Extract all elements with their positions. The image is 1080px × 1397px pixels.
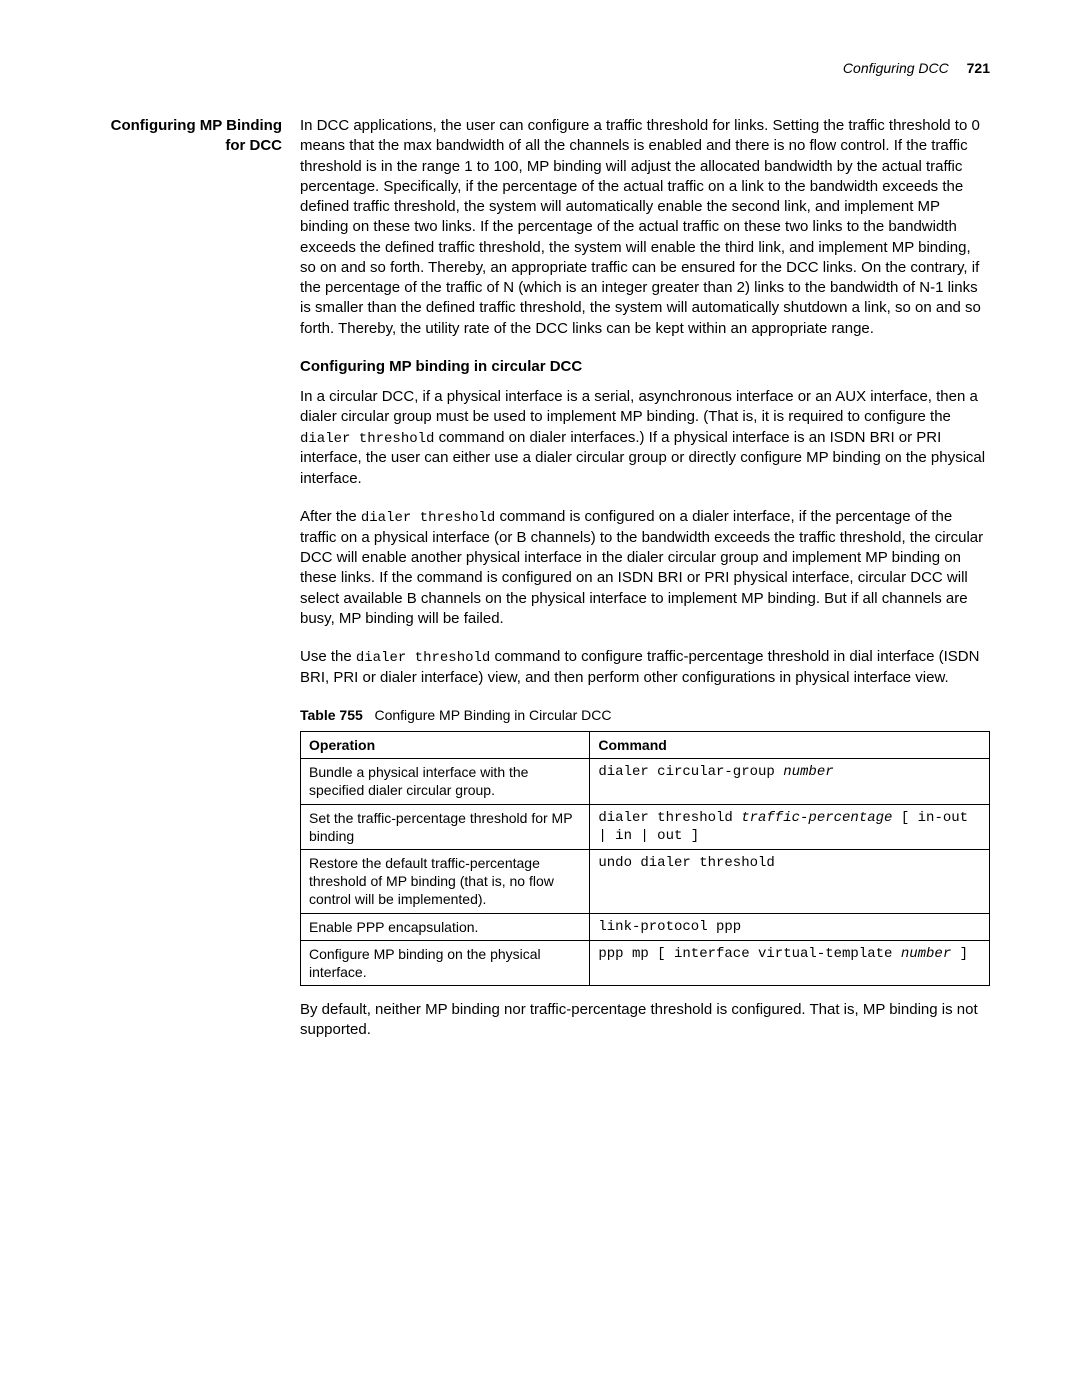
page: Configuring DCC 721 Configuring MP Bindi… [0,0,1080,1397]
th-operation: Operation [301,732,590,759]
cmd-plain: undo dialer threshold [598,855,774,871]
p4-text-a: Use the [300,648,356,665]
header-page-number: 721 [967,60,990,76]
td-command: undo dialer threshold [590,850,990,914]
table-row: Set the traffic-percentage threshold for… [301,804,990,849]
side-heading: Configuring MP Binding for DCC [90,116,300,157]
table-label: Table 755 [300,707,363,723]
body-column: In DCC applications, the user can config… [300,116,990,1059]
table-caption-text: Configure MP Binding in Circular DCC [374,707,611,723]
cmd-tail: ] [951,946,968,962]
header-section: Configuring DCC [843,60,949,76]
paragraph-default: By default, neither MP binding nor traff… [300,1000,990,1041]
subheading-circular: Configuring MP binding in circular DCC [300,357,990,377]
p2-code: dialer threshold [300,431,434,447]
table-row: Enable PPP encapsulation. link-protocol … [301,913,990,940]
td-operation: Restore the default traffic-percentage t… [301,850,590,914]
p2-text-a: In a circular DCC, if a physical interfa… [300,388,978,425]
td-command: dialer circular-group number [590,759,990,804]
p3-text-a: After the [300,508,361,525]
cmd-plain: link-protocol ppp [598,919,741,935]
command-table: Operation Command Bundle a physical inte… [300,731,990,986]
cmd-ital: number [783,764,833,780]
p3-code: dialer threshold [361,510,495,526]
running-header: Configuring DCC 721 [90,60,990,76]
table-row: Restore the default traffic-percentage t… [301,850,990,914]
paragraph-intro: In DCC applications, the user can config… [300,116,990,339]
paragraph-4: Use the dialer threshold command to conf… [300,647,990,688]
td-operation: Set the traffic-percentage threshold for… [301,804,590,849]
paragraph-2: In a circular DCC, if a physical interfa… [300,387,990,489]
cmd-ital: number [901,946,951,962]
table-header-row: Operation Command [301,732,990,759]
cmd-ital: traffic-percentage [741,810,892,826]
table-row: Configure MP binding on the physical int… [301,940,990,985]
content-columns: Configuring MP Binding for DCC In DCC ap… [90,116,990,1059]
paragraph-3: After the dialer threshold command is co… [300,507,990,629]
td-operation: Enable PPP encapsulation. [301,913,590,940]
td-command: link-protocol ppp [590,913,990,940]
cmd-plain: dialer threshold [598,810,741,826]
cmd-plain: dialer circular-group [598,764,783,780]
td-operation: Bundle a physical interface with the spe… [301,759,590,804]
td-operation: Configure MP binding on the physical int… [301,940,590,985]
p4-code: dialer threshold [356,650,490,666]
cmd-plain: ppp mp [ interface virtual-template [598,946,900,962]
td-command: dialer threshold traffic-percentage [ in… [590,804,990,849]
table-caption: Table 755 Configure MP Binding in Circul… [300,706,990,725]
th-command: Command [590,732,990,759]
td-command: ppp mp [ interface virtual-template numb… [590,940,990,985]
table-row: Bundle a physical interface with the spe… [301,759,990,804]
